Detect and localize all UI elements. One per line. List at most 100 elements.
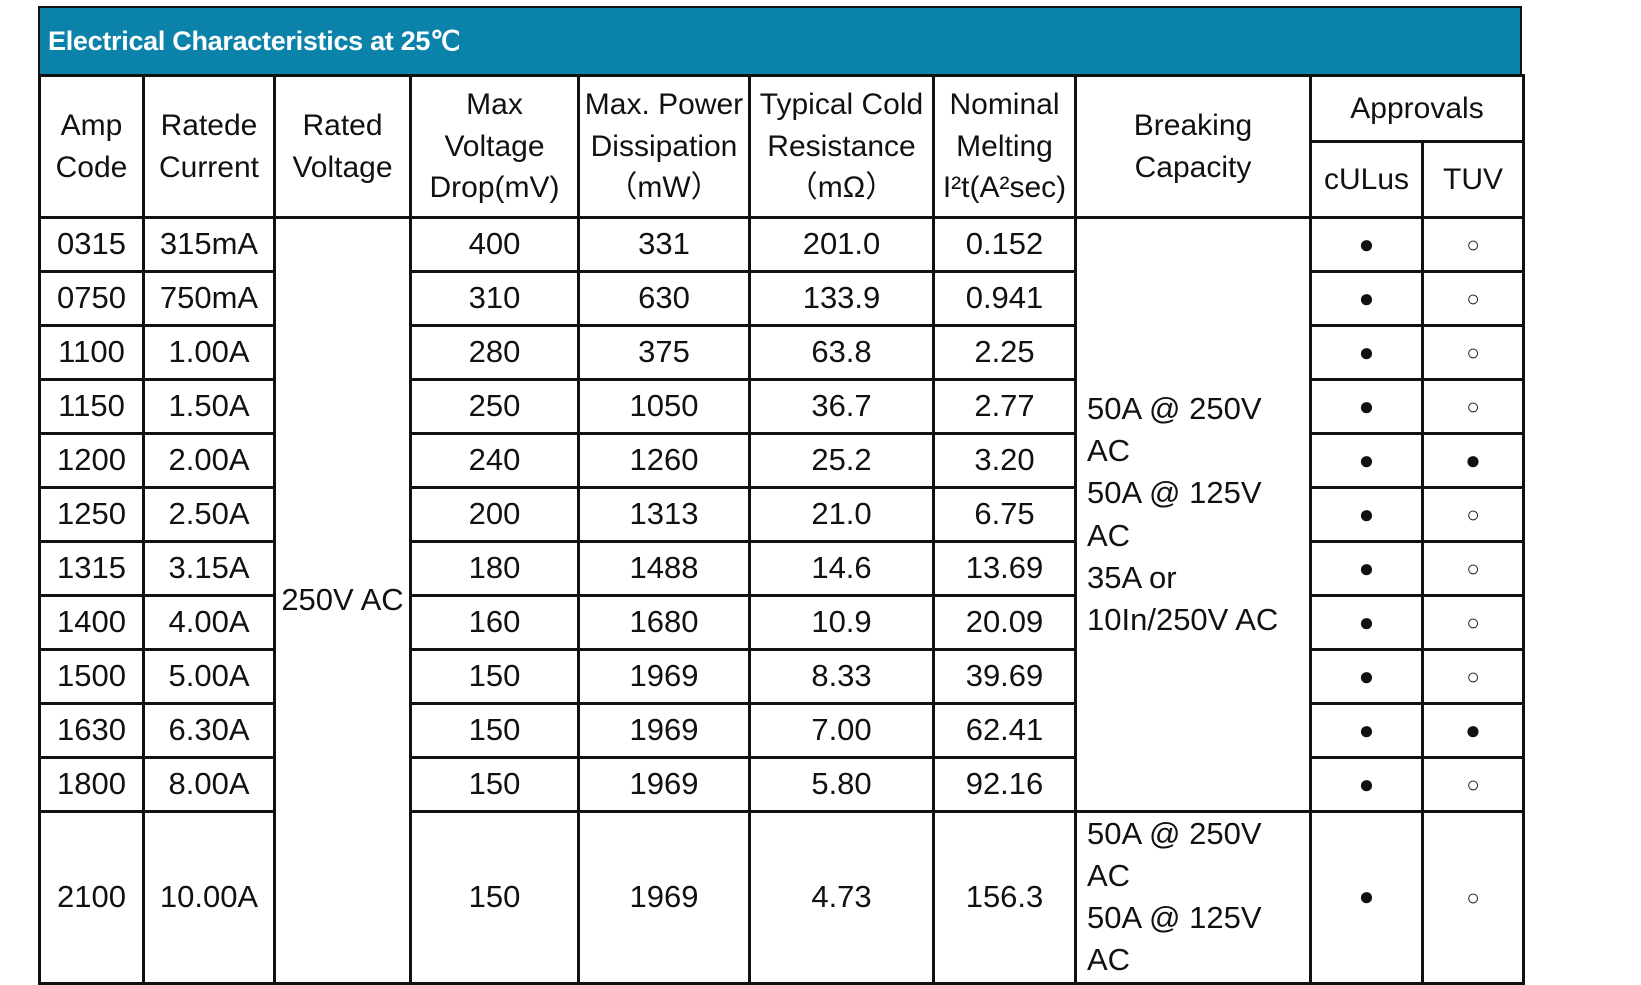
cell-tuv-approval: ○ [1421, 648, 1525, 705]
cell-nominal-melting: 13.69 [932, 540, 1077, 597]
approved-dot-icon: ● [1358, 498, 1375, 529]
cell-amp-code: 1150 [38, 378, 145, 435]
cell-power-dissipation: 630 [577, 270, 751, 327]
cell-culus-approval: ● [1309, 756, 1424, 813]
cell-cold-resistance: 7.00 [748, 702, 935, 759]
cell-amp-code: 1315 [38, 540, 145, 597]
cell-power-dissipation: 1260 [577, 432, 751, 489]
header-cold-resistance-unit: （mΩ） [787, 171, 896, 205]
cell-cold-resistance: 14.6 [748, 540, 935, 597]
cell-nominal-melting: 0.152 [932, 216, 1077, 273]
approved-dot-icon: ● [1358, 336, 1375, 367]
table-row: 1400 4.00A 160 1680 10.9 20.09 ● ○ [38, 594, 1525, 651]
header-power-dissipation-unit: （mW） [607, 171, 721, 205]
table-row: 1315 3.15A 180 1488 14.6 13.69 ● ○ [38, 540, 1525, 597]
cell-cold-resistance: 5.80 [748, 756, 935, 813]
cell-voltage-drop: 250 [409, 378, 580, 435]
table-title-bar: Electrical Characteristics at 25℃ [38, 6, 1522, 74]
cell-culus-approval: ● [1309, 324, 1424, 381]
cell-amp-code: 0315 [38, 216, 145, 273]
cell-power-dissipation: 375 [577, 324, 751, 381]
cell-tuv-approval: ○ [1421, 216, 1525, 273]
cell-nominal-melting: 20.09 [932, 594, 1077, 651]
cell-culus-approval: ● [1309, 270, 1424, 327]
not-approved-circle-icon: ○ [1466, 231, 1480, 257]
cell-voltage-drop: 160 [409, 594, 580, 651]
approved-dot-icon: ● [1358, 228, 1375, 259]
approved-dot-icon: ● [1465, 444, 1481, 475]
table-row: 0315 315mA 250V AC 400 331 201.0 0.152 50A @ 25… [38, 216, 1525, 985]
cell-voltage-drop: 240 [409, 432, 580, 489]
table-body: 0315 315mA 250V AC 400 331 201.0 0.152 50A @ 25… [38, 216, 1525, 985]
cell-voltage-drop: 310 [409, 270, 580, 327]
cell-culus-approval: ● [1309, 810, 1424, 985]
electrical-characteristics-table: Amp Code Ratede Current Rated Voltage Ma… [38, 74, 1525, 985]
header-cold-resistance-label: Typical Cold Resistance [759, 88, 924, 163]
not-approved-circle-icon: ○ [1466, 609, 1480, 635]
not-approved-circle-icon: ○ [1466, 771, 1480, 797]
cell-culus-approval: ● [1309, 702, 1424, 759]
cell-rated-voltage: 250V AC [273, 216, 412, 985]
cell-voltage-drop: 150 [409, 756, 580, 813]
cell-nominal-melting: 156.3 [932, 810, 1077, 985]
cell-cold-resistance: 63.8 [748, 324, 935, 381]
cell-tuv-approval: ○ [1421, 810, 1525, 985]
cell-amp-code: 1200 [38, 432, 145, 489]
cell-nominal-melting: 3.20 [932, 432, 1077, 489]
cell-amp-code: 1400 [38, 594, 145, 651]
cell-cold-resistance: 133.9 [748, 270, 935, 327]
cell-culus-approval: ● [1309, 486, 1424, 543]
cell-rated-current: 2.50A [142, 486, 276, 543]
cell-voltage-drop: 200 [409, 486, 580, 543]
cell-amp-code: 1800 [38, 756, 145, 813]
not-approved-circle-icon: ○ [1466, 339, 1480, 365]
cell-tuv-approval: ● [1421, 432, 1525, 489]
cell-cold-resistance: 8.33 [748, 648, 935, 705]
cell-culus-approval: ● [1309, 216, 1424, 273]
header-cold-resistance: Typical Cold Resistance （mΩ） [748, 74, 935, 219]
cell-nominal-melting: 39.69 [932, 648, 1077, 705]
cell-power-dissipation: 1313 [577, 486, 751, 543]
approved-dot-icon: ● [1465, 714, 1481, 745]
cell-amp-code: 1250 [38, 486, 145, 543]
table-row: 2100 10.00A 150 1969 4.73 156.3 50A @ 250V AC 5… [38, 810, 1525, 985]
cell-tuv-approval: ○ [1421, 270, 1525, 327]
cell-power-dissipation: 1969 [577, 648, 751, 705]
header-nominal-melting-unit: I²t(A²sec) [942, 171, 1067, 205]
breaking-capacity-line: 50A @ 250V AC [1087, 816, 1262, 894]
cell-voltage-drop: 280 [409, 324, 580, 381]
cell-cold-resistance: 4.73 [748, 810, 935, 985]
cell-power-dissipation: 1969 [577, 756, 751, 813]
cell-power-dissipation: 331 [577, 216, 751, 273]
cell-rated-current: 315mA [142, 216, 276, 273]
cell-rated-current: 10.00A [142, 810, 276, 985]
not-approved-circle-icon: ○ [1466, 501, 1480, 527]
not-approved-circle-icon: ○ [1466, 285, 1480, 311]
cell-tuv-approval: ● [1421, 702, 1525, 759]
table-row: 1100 1.00A 280 375 63.8 2.25 ● ○ [38, 324, 1525, 381]
cell-culus-approval: ● [1309, 594, 1424, 651]
cell-voltage-drop: 150 [409, 648, 580, 705]
header-tuv: TUV [1421, 140, 1525, 219]
header-breaking-capacity: Breaking Capacity [1074, 74, 1312, 219]
cell-culus-approval: ● [1309, 432, 1424, 489]
cell-rated-current: 3.15A [142, 540, 276, 597]
breaking-capacity-line: 50A @ 250V AC [1087, 391, 1262, 469]
breaking-capacity-line: 35A or 10In/250V AC [1087, 559, 1279, 637]
cell-nominal-melting: 0.941 [932, 270, 1077, 327]
header-nominal-melting-label: Nominal Melting [949, 88, 1060, 163]
not-approved-circle-icon: ○ [1466, 884, 1480, 910]
table-row: 1630 6.30A 150 1969 7.00 62.41 ● ● [38, 702, 1525, 759]
table-row: 1200 2.00A 240 1260 25.2 3.20 ● ● [38, 432, 1525, 489]
not-approved-circle-icon: ○ [1466, 393, 1480, 419]
header-power-dissipation: Max. Power Dissipation （mW） [577, 74, 751, 219]
cell-amp-code: 0750 [38, 270, 145, 327]
cell-rated-current: 1.50A [142, 378, 276, 435]
cell-power-dissipation: 1680 [577, 594, 751, 651]
cell-nominal-melting: 6.75 [932, 486, 1077, 543]
breaking-capacity-line: 50A @ 125V AC [1087, 475, 1262, 553]
approved-dot-icon: ● [1358, 282, 1375, 313]
not-approved-circle-icon: ○ [1466, 663, 1480, 689]
cell-voltage-drop: 400 [409, 216, 580, 273]
cell-nominal-melting: 92.16 [932, 756, 1077, 813]
